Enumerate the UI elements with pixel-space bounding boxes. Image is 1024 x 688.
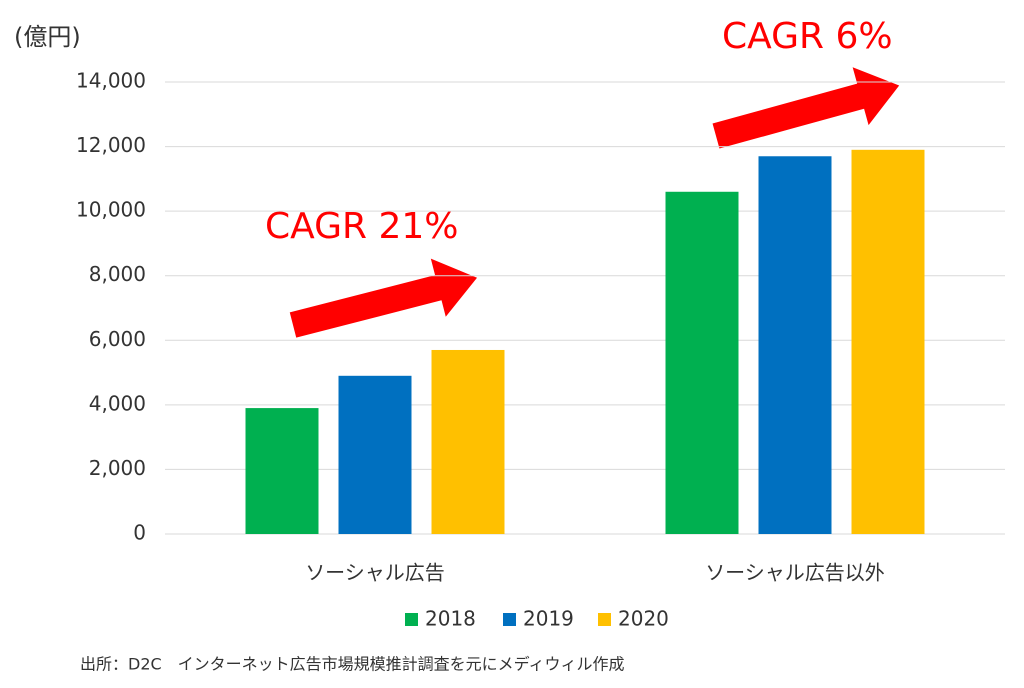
legend-swatch (598, 613, 611, 626)
y-tick-label: 8,000 (89, 262, 146, 286)
bar (431, 349, 505, 534)
arrow (289, 258, 478, 338)
legend-label: 2020 (618, 607, 669, 631)
legend-swatch (503, 613, 516, 626)
annotation: CAGR 6% (722, 16, 893, 57)
bar (665, 191, 739, 534)
y-tick-label: 4,000 (89, 391, 146, 415)
legend-label: 2019 (523, 607, 574, 631)
source-note: 出所：D2C インターネット広告市場規模推計調査を元にメディウィル作成 (80, 655, 625, 674)
legend-label: 2018 (425, 607, 476, 631)
annotation: CAGR 21% (265, 206, 459, 247)
x-tick-label: ソーシャル広告 (305, 561, 445, 585)
y-tick-label: 2,000 (89, 456, 146, 480)
y-tick-label: 14,000 (76, 69, 146, 93)
y-tick-label: 10,000 (76, 198, 146, 222)
x-tick-label: ソーシャル広告以外 (705, 561, 885, 585)
y-tick-label: 6,000 (89, 327, 146, 351)
y-tick-label: 12,000 (76, 133, 146, 157)
bar (245, 408, 319, 534)
y-axis-label: (億円) (14, 23, 81, 51)
bar (758, 156, 832, 534)
legend-swatch (405, 613, 418, 626)
arrow (712, 67, 900, 149)
bar (338, 375, 412, 534)
bar (851, 149, 925, 535)
y-tick-label: 0 (133, 521, 146, 545)
